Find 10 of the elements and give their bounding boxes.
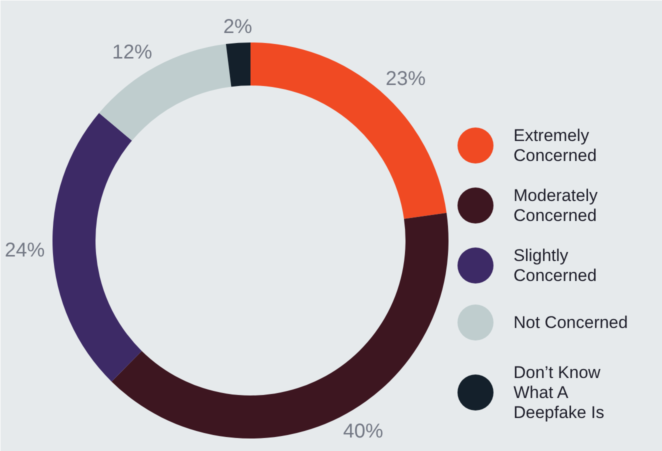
legend-label: Don’t Know What A Deepfake Is: [514, 363, 604, 422]
data-label: 2%: [223, 16, 252, 38]
data-label: 24%: [4, 239, 45, 262]
legend-label: Slightly Concerned: [514, 246, 597, 285]
data-label: 12%: [112, 41, 152, 64]
legend-label: Not Concerned: [514, 313, 628, 332]
data-label: 40%: [343, 420, 384, 443]
legend-label: Moderately Concerned: [514, 186, 598, 225]
data-label: 23%: [386, 68, 426, 90]
legend-label: Extremely Concerned: [514, 126, 597, 165]
